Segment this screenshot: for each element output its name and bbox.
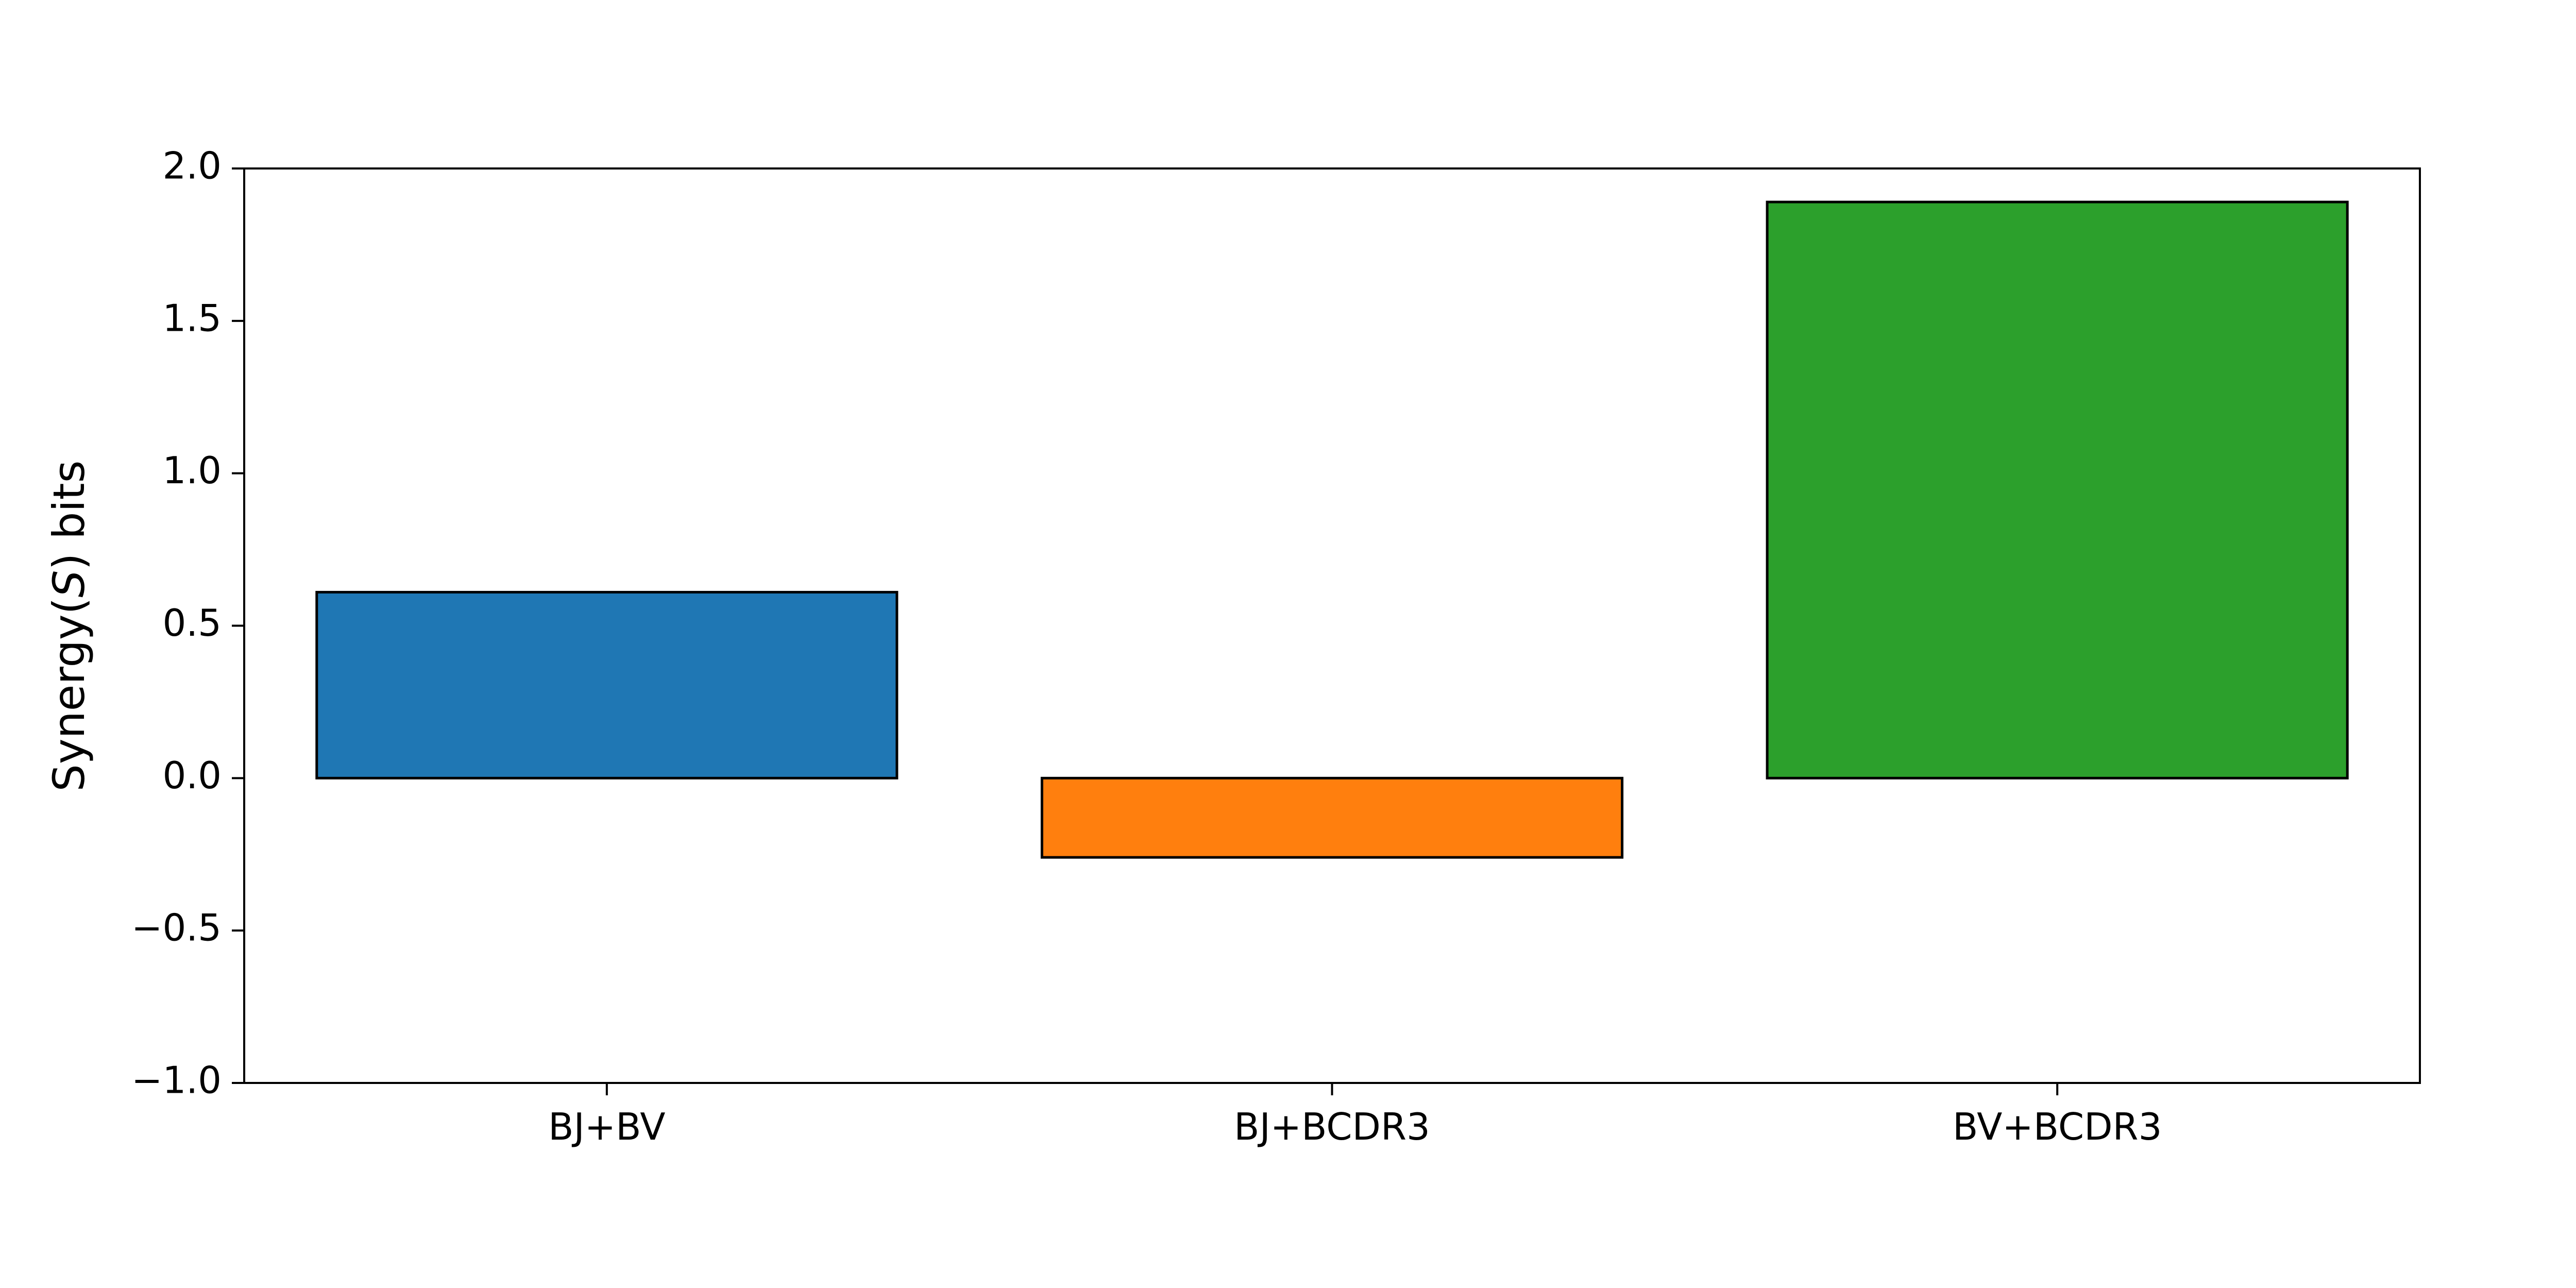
y-axis-label: Synergy(S) bits xyxy=(44,461,94,792)
y-tick-label: −1.0 xyxy=(131,1059,222,1102)
bar-bv-bcdr3 xyxy=(1766,200,2349,779)
y-axis-label-symbol: S xyxy=(44,570,94,597)
y-axis-label-prefix: Synergy( xyxy=(44,598,94,792)
x-tick-label: BJ+BCDR3 xyxy=(1234,1105,1430,1148)
x-axis-ticks: BJ+BV BJ+BCDR3 BV+BCDR3 xyxy=(548,1083,2162,1148)
y-tick-label: −0.5 xyxy=(131,906,222,950)
bar-bj-bcdr3 xyxy=(1040,776,1624,859)
x-tick-label: BJ+BV xyxy=(548,1105,665,1148)
y-tick-label: 1.0 xyxy=(162,449,222,492)
y-tick-label: 0.0 xyxy=(162,754,222,797)
bars-layer xyxy=(315,200,2349,859)
y-axis-label-suffix: ) bits xyxy=(44,461,94,570)
y-tick-label: 2.0 xyxy=(162,144,222,188)
y-tick-label: 0.5 xyxy=(162,601,222,645)
y-axis-ticks: −1.0 −0.5 0.0 0.5 1.0 1.5 2.0 xyxy=(131,144,244,1102)
bar-bj-bv xyxy=(315,590,899,779)
x-tick-label: BV+BCDR3 xyxy=(1953,1105,2162,1148)
y-tick-label: 1.5 xyxy=(162,296,222,340)
